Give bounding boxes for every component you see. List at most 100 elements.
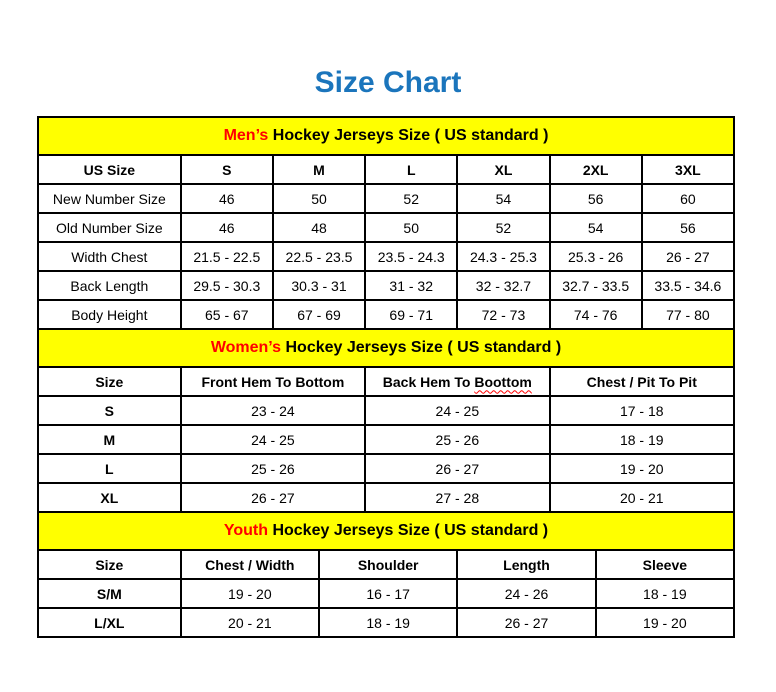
cell-value: 18 - 19	[317, 607, 459, 638]
table-row: L 25 - 26 26 - 27 19 - 20	[37, 453, 736, 484]
table-row: M 24 - 25 25 - 26 18 - 19	[37, 424, 736, 455]
womens-banner: Women’s Hockey Jerseys Size ( US standar…	[37, 328, 735, 368]
misspelled-word: Boottom	[474, 373, 532, 390]
column-header: Size	[37, 549, 182, 580]
cell-value: 77 - 80	[640, 299, 736, 330]
mens-banner-highlight: Men’s	[223, 127, 269, 144]
cell-value: 18 - 19	[594, 578, 736, 609]
row-label: S	[37, 395, 182, 426]
row-label: L	[37, 453, 182, 484]
cell-value: 46	[179, 212, 274, 243]
table-row: Back Length 29.5 - 30.3 30.3 - 31 31 - 32 32…	[37, 270, 736, 301]
column-header: M	[271, 154, 367, 185]
table-row: Width Chest 21.5 - 22.5 22.5 - 23.5 23.5 - …	[37, 241, 736, 272]
cell-value: 29.5 - 30.3	[179, 270, 274, 301]
cell-value: 52	[364, 183, 459, 214]
header-row: Size Front Hem To Bottom Back Hem To Boott…	[37, 366, 736, 397]
row-label: Old Number Size	[37, 212, 182, 243]
cell-value: 21.5 - 22.5	[179, 241, 274, 272]
cell-value: 26 - 27	[364, 453, 551, 484]
row-label: L/XL	[37, 607, 182, 638]
header-row: Size Chest / Width Shoulder Length Sleeve	[37, 549, 736, 580]
mens-banner: Men’s Hockey Jerseys Size ( US standard …	[37, 116, 735, 156]
cell-value: 25 - 26	[179, 453, 367, 484]
cell-value: 19 - 20	[594, 607, 736, 638]
cell-value: 22.5 - 23.5	[271, 241, 367, 272]
cell-value: 56	[548, 183, 643, 214]
cell-value: 31 - 32	[364, 270, 459, 301]
youth-banner-highlight: Youth	[223, 522, 268, 539]
mens-banner-text: Hockey Jerseys Size ( US standard )	[268, 127, 549, 144]
table-row: Body Height 65 - 67 67 - 69 69 - 71 72 - 73 7…	[37, 299, 736, 330]
cell-value: 54	[548, 212, 643, 243]
womens-banner-text: Hockey Jerseys Size ( US standard )	[281, 339, 562, 356]
youth-banner-text: Hockey Jerseys Size ( US standard )	[268, 522, 549, 539]
column-header: Length	[456, 549, 597, 580]
cell-value: 23.5 - 24.3	[364, 241, 459, 272]
cell-value: 50	[364, 212, 459, 243]
cell-value: 54	[456, 183, 551, 214]
youth-size-table: Youth Hockey Jerseys Size ( US standard …	[37, 511, 736, 638]
row-label: M	[37, 424, 182, 455]
cell-value: 32 - 32.7	[456, 270, 551, 301]
cell-value: 19 - 20	[548, 453, 736, 484]
cell-value: 17 - 18	[548, 395, 736, 426]
cell-value: 72 - 73	[456, 299, 551, 330]
cell-value: 24 - 25	[179, 424, 367, 455]
cell-value: 20 - 21	[548, 482, 736, 513]
row-label: XL	[37, 482, 182, 513]
column-header: Front Hem To Bottom	[179, 366, 367, 397]
column-header: Shoulder	[317, 549, 459, 580]
cell-value: 30.3 - 31	[271, 270, 367, 301]
cell-value: 60	[640, 183, 736, 214]
cell-value: 24 - 25	[364, 395, 551, 426]
cell-value: 20 - 21	[179, 607, 321, 638]
column-header: Back Hem To Boottom	[364, 366, 551, 397]
table-row: S/M 19 - 20 16 - 17 24 - 26 18 - 19	[37, 578, 736, 609]
cell-value: 67 - 69	[271, 299, 367, 330]
header-row: US Size S M L XL 2XL 3XL	[37, 154, 736, 185]
cell-value: 74 - 76	[548, 299, 643, 330]
cell-value: 19 - 20	[179, 578, 321, 609]
cell-value: 32.7 - 33.5	[548, 270, 643, 301]
cell-value: 24.3 - 25.3	[456, 241, 551, 272]
cell-value: 26 - 27	[456, 607, 597, 638]
row-label: New Number Size	[37, 183, 182, 214]
table-row: New Number Size 46 50 52 54 56 60	[37, 183, 736, 214]
column-header: Chest / Pit To Pit	[548, 366, 736, 397]
womens-banner-highlight: Women’s	[210, 339, 282, 356]
column-header: Chest / Width	[179, 549, 321, 580]
column-header: Size	[37, 366, 182, 397]
cell-value: 18 - 19	[548, 424, 736, 455]
page-title: Size Chart	[314, 66, 462, 99]
column-header: US Size	[37, 154, 182, 185]
table-row: S 23 - 24 24 - 25 17 - 18	[37, 395, 736, 426]
table-row: XL 26 - 27 27 - 28 20 - 21	[37, 482, 736, 513]
column-header: S	[179, 154, 274, 185]
cell-value: 33.5 - 34.6	[640, 270, 736, 301]
row-label: Width Chest	[37, 241, 182, 272]
column-header: XL	[456, 154, 551, 185]
cell-value: 23 - 24	[179, 395, 367, 426]
cell-value: 50	[271, 183, 367, 214]
youth-banner: Youth Hockey Jerseys Size ( US standard …	[37, 511, 735, 551]
row-label: S/M	[37, 578, 182, 609]
womens-size-table: Women’s Hockey Jerseys Size ( US standar…	[37, 328, 736, 513]
table-row: L/XL 20 - 21 18 - 19 26 - 27 19 - 20	[37, 607, 736, 638]
cell-value: 25.3 - 26	[548, 241, 643, 272]
cell-value: 69 - 71	[364, 299, 459, 330]
cell-value: 65 - 67	[179, 299, 274, 330]
column-header: 3XL	[640, 154, 736, 185]
cell-value: 46	[179, 183, 274, 214]
cell-value: 52	[456, 212, 551, 243]
row-label: Body Height	[37, 299, 182, 330]
cell-value: 26 - 27	[640, 241, 736, 272]
cell-value: 26 - 27	[179, 482, 367, 513]
column-header-text: Back Hem To	[382, 373, 475, 390]
cell-value: 24 - 26	[456, 578, 597, 609]
cell-value: 56	[640, 212, 736, 243]
table-row: Old Number Size 46 48 50 52 54 56	[37, 212, 736, 243]
cell-value: 25 - 26	[364, 424, 551, 455]
row-label: Back Length	[37, 270, 182, 301]
